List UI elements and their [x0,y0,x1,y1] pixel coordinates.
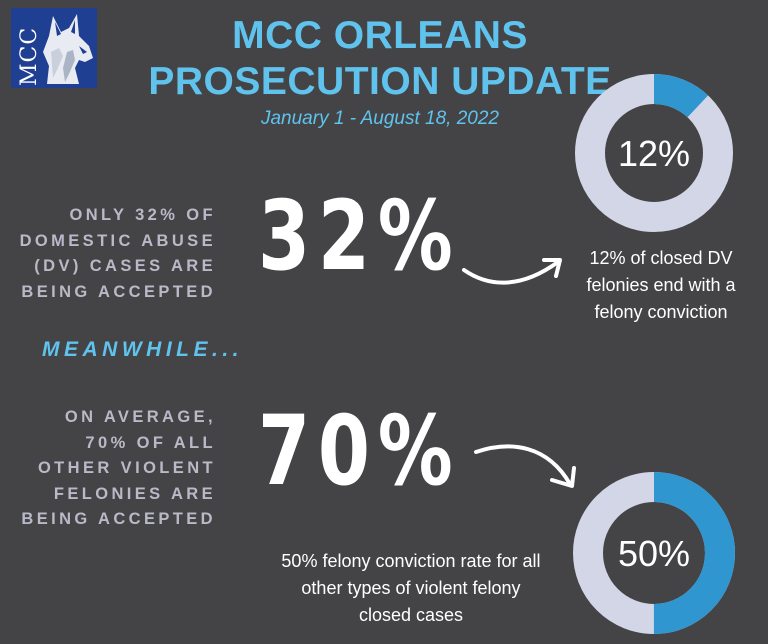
other-stat-label: ON AVERAGE, 70% OF ALL OTHER VIOLENT FEL… [21,405,216,533]
other-label-line: 70% OF ALL [85,433,216,452]
other-big-percent: 70% [258,395,461,507]
meanwhile-heading: MEANWHILE... [42,338,243,361]
dv-label-line: DOMESTIC ABUSE [19,231,216,250]
other-label-line: FELONIES ARE [53,484,216,503]
caption-line: 12% of closed DV [589,248,733,268]
donut-svg-other: 50% [573,472,735,634]
other-label-line: ON AVERAGE, [64,408,216,426]
caption-line: felonies end with a [586,275,736,295]
donut-svg-dv: 12% [575,74,733,232]
mcc-logo: MCC [11,8,97,88]
dv-label-line: (DV) CASES ARE [34,257,216,275]
arrow-icon [474,444,576,488]
donut-chart-dv: 12% [573,72,735,238]
dv-stat-label: ONLY 32% OF DOMESTIC ABUSE (DV) CASES AR… [20,203,216,305]
donut-center-label: 50% [618,533,690,574]
arrow-icon [462,258,562,285]
donut-chart-other: 50% [570,469,738,641]
dv-label-line: ONLY 32% OF [69,206,216,224]
caption-line: 50% felony conviction rate for all [281,551,541,571]
other-label-line: BEING ACCEPTED [21,510,216,528]
donut-arc [573,472,735,634]
caption-line: other types of violent felony [301,578,521,598]
other-label-line: OTHER VIOLENT [37,459,216,477]
other-donut-caption: 50% felony conviction rate for all other… [246,548,576,629]
title-line-2: PROSECUTION UPDATE [148,60,612,103]
dv-big-percent: 32% [258,180,461,292]
dv-label-line: BEING ACCEPTED [21,282,216,301]
wolf-icon [43,14,93,84]
caption-line: closed cases [358,605,464,625]
title-line-1: MCC ORLEANS [232,14,528,57]
dv-donut-caption: 12% of closed DV felonies end with a fel… [556,245,766,326]
donut-arc [575,74,733,232]
donut-center-label: 12% [618,133,690,174]
subtitle: January 1 - August 18, 2022 [260,108,499,129]
caption-line: felony conviction [594,302,728,322]
